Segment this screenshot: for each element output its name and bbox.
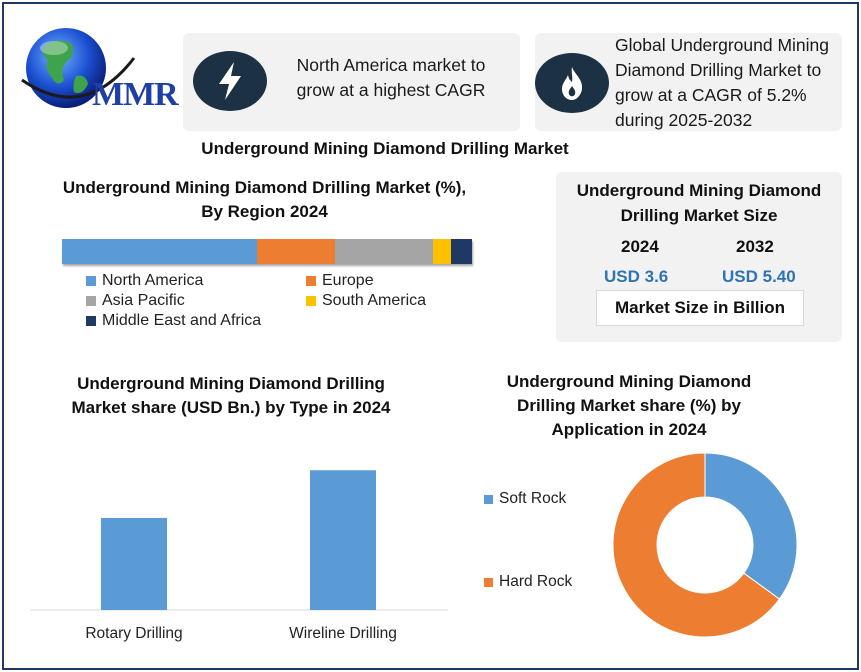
x-tick-label: Wireline Drilling	[289, 625, 397, 642]
legend-item-soft-rock: Soft Rock	[484, 490, 566, 508]
value-2032: USD 5.40	[722, 267, 796, 286]
donut-slice-hard-rock	[612, 452, 781, 638]
market-size-title: Underground Mining Diamond Drilling Mark…	[576, 181, 822, 225]
main-title: Underground Mining Diamond Drilling Mark…	[201, 139, 569, 158]
highlight-text-cagr: Global Underground Mining Diamond Drilli…	[615, 35, 830, 130]
globe-icon	[21, 28, 136, 108]
value-2024: USD 3.6	[604, 267, 669, 286]
region-segment-asia-pacific	[334, 239, 434, 264]
region-segment-north-america	[62, 239, 257, 264]
legend-swatch	[484, 494, 493, 504]
legend-swatch	[86, 296, 96, 306]
type-bar-chart: Rotary Drilling Wireline Drilling	[30, 470, 448, 642]
legend-item-asia-pacific: Asia Pacific	[86, 292, 185, 310]
year-2024: 2024	[621, 237, 659, 256]
legend-swatch	[86, 316, 96, 326]
region-segment-middle-east-and-africa	[451, 239, 472, 264]
bar-wireline-drilling	[310, 470, 376, 610]
legend-item-south-america: South America	[306, 292, 426, 310]
bar-rotary-drilling	[101, 517, 167, 610]
region-segment-europe	[256, 239, 335, 264]
lightning-icon	[193, 51, 267, 111]
region-stacked-bar	[62, 239, 472, 264]
legend-label: Asia Pacific	[102, 292, 185, 309]
market-size-panel: Underground Mining Diamond Drilling Mark…	[556, 172, 842, 342]
highlight-text-north-america: North America market to grow at a highes…	[296, 55, 486, 100]
legend-label: North America	[102, 272, 204, 289]
legend-item-north-america: North America	[86, 272, 203, 290]
legend-swatch	[306, 296, 316, 306]
year-2032: 2032	[736, 237, 774, 256]
application-chart-title: Underground Mining Diamond Drilling Mark…	[506, 372, 752, 439]
highlight-card-cagr: Global Underground Mining Diamond Drilli…	[535, 33, 842, 131]
highlight-card-north-america: North America market to grow at a highes…	[183, 33, 520, 131]
legend-label: Hard Rock	[499, 573, 573, 590]
legend-label: Middle East and Africa	[102, 312, 262, 329]
legend-swatch	[86, 276, 96, 286]
region-segment-south-america	[433, 239, 452, 264]
legend-swatch	[306, 276, 316, 286]
legend-label: Soft Rock	[499, 490, 567, 507]
legend-swatch	[484, 577, 493, 587]
market-size-unit: Market Size in Billion	[596, 290, 804, 326]
legend-item-hard-rock: Hard Rock	[484, 573, 572, 591]
legend-label: South America	[322, 292, 427, 309]
mmr-logo: MMR	[14, 18, 179, 118]
application-donut-chart	[612, 452, 798, 638]
flame-icon	[535, 53, 609, 113]
type-chart-title: Underground Mining Diamond Drilling Mark…	[71, 374, 391, 417]
logo-text: MMR	[92, 76, 179, 113]
x-tick-label: Rotary Drilling	[85, 625, 182, 642]
donut-slice-soft-rock	[704, 452, 798, 600]
legend-item-europe: Europe	[306, 272, 374, 290]
legend-label: Europe	[322, 272, 374, 289]
region-chart-title: Underground Mining Diamond Drilling Mark…	[62, 178, 467, 221]
legend-item-middle-east-and-africa: Middle East and Africa	[86, 312, 261, 330]
